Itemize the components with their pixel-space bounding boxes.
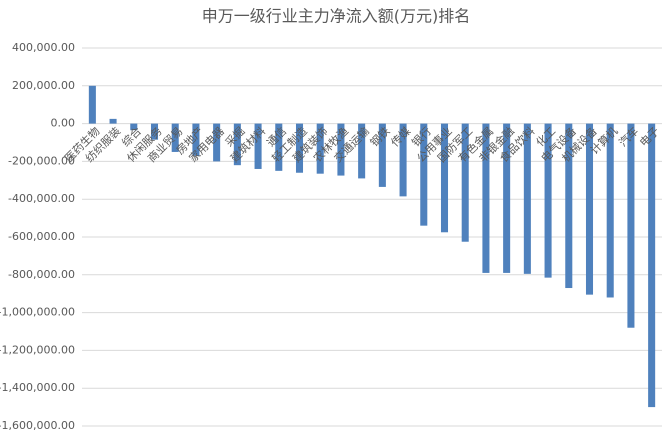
y-tick-label: -1,400,000.00 bbox=[0, 381, 75, 394]
y-tick-label: 400,000.00 bbox=[12, 41, 75, 54]
bar bbox=[316, 123, 324, 174]
y-tick-label: -800,000.00 bbox=[8, 268, 75, 281]
bar bbox=[585, 123, 594, 295]
x-tick-label: 电子 bbox=[637, 125, 662, 150]
bar bbox=[233, 123, 241, 166]
bar bbox=[523, 123, 531, 274]
y-tick-label: -400,000.00 bbox=[8, 192, 75, 205]
bar bbox=[565, 123, 573, 289]
bar bbox=[606, 123, 614, 298]
bar bbox=[482, 123, 490, 273]
x-tick-label: 钢铁 bbox=[368, 125, 393, 150]
chart-title: 申万一级行业主力净流入额(万元)排名 bbox=[202, 7, 471, 26]
bar bbox=[440, 123, 449, 233]
x-tick-label: 汽车 bbox=[616, 124, 641, 149]
bar bbox=[461, 123, 469, 242]
bar bbox=[275, 123, 283, 171]
bar bbox=[88, 85, 96, 124]
bar bbox=[420, 123, 428, 226]
bar bbox=[150, 123, 159, 140]
bar bbox=[544, 123, 552, 278]
bar bbox=[109, 118, 117, 124]
bar bbox=[648, 123, 656, 408]
bar bbox=[213, 123, 221, 162]
bar bbox=[358, 123, 366, 179]
y-tick-label: -1,000,000.00 bbox=[0, 306, 75, 319]
y-tick-label: 200,000.00 bbox=[12, 79, 75, 92]
y-tick-label: -600,000.00 bbox=[8, 230, 75, 243]
bar bbox=[295, 123, 304, 173]
bar bbox=[399, 123, 407, 197]
x-tick-label: 传媒 bbox=[389, 125, 414, 150]
bar bbox=[627, 123, 635, 328]
y-tick-label: -1,600,000.00 bbox=[0, 419, 75, 432]
bar bbox=[337, 123, 345, 176]
bar bbox=[254, 123, 262, 169]
bar bbox=[503, 123, 511, 273]
y-tick-label: -1,200,000.00 bbox=[0, 343, 75, 356]
bar bbox=[192, 123, 200, 156]
y-tick-label: 0.00 bbox=[51, 117, 76, 130]
bar bbox=[378, 123, 386, 187]
bar bbox=[130, 123, 138, 131]
bar bbox=[171, 123, 179, 152]
y-tick-label: -200,000.00 bbox=[8, 154, 75, 167]
